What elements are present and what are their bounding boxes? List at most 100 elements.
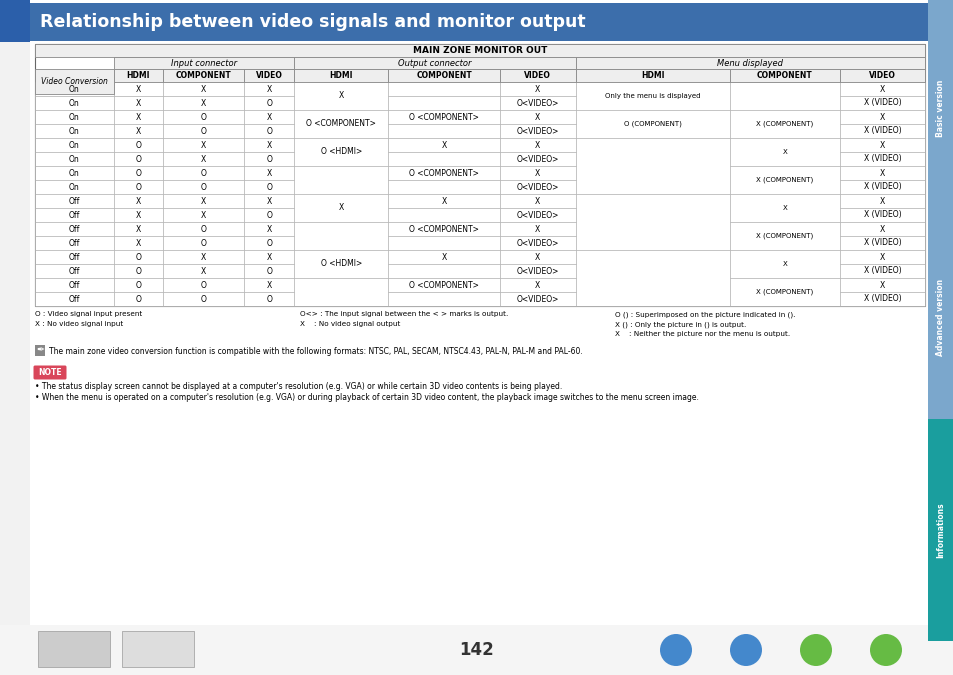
- Text: O: O: [266, 211, 272, 219]
- Text: O <HDMI>: O <HDMI>: [320, 259, 361, 269]
- Text: X    : No video signal output: X : No video signal output: [299, 321, 400, 327]
- Text: • The status display screen cannot be displayed at a computer's resolution (e.g.: • The status display screen cannot be di…: [35, 382, 561, 391]
- Text: The main zone video conversion function is compatible with the following formats: The main zone video conversion function …: [49, 347, 582, 356]
- Text: Off: Off: [69, 238, 80, 248]
- Bar: [30, 3, 927, 41]
- Bar: [244, 250, 294, 264]
- Bar: [244, 180, 294, 194]
- Bar: [244, 69, 294, 82]
- Bar: [35, 264, 113, 278]
- Bar: [499, 138, 575, 152]
- Bar: [163, 292, 244, 306]
- Bar: [113, 208, 163, 222]
- Bar: [839, 194, 924, 208]
- Bar: [294, 166, 388, 194]
- Bar: [113, 222, 163, 236]
- Bar: [35, 44, 924, 57]
- Bar: [729, 110, 839, 138]
- Text: HDMI: HDMI: [640, 71, 664, 80]
- Bar: [244, 264, 294, 278]
- Bar: [927, 418, 953, 641]
- Text: X: X: [535, 140, 539, 149]
- Text: X: X: [201, 267, 206, 275]
- Bar: [499, 208, 575, 222]
- Bar: [0, 0, 30, 42]
- Bar: [113, 292, 163, 306]
- Bar: [839, 180, 924, 194]
- Bar: [575, 194, 729, 250]
- Bar: [163, 124, 244, 138]
- Bar: [35, 124, 113, 138]
- Bar: [113, 236, 163, 250]
- Text: O: O: [266, 238, 272, 248]
- Bar: [244, 292, 294, 306]
- Text: Off: Off: [69, 281, 80, 290]
- Text: O: O: [201, 238, 207, 248]
- Bar: [294, 110, 388, 138]
- Bar: [499, 82, 575, 96]
- Text: X: X: [267, 113, 272, 122]
- Text: COMPONENT: COMPONENT: [757, 71, 812, 80]
- Bar: [244, 96, 294, 110]
- Text: X: X: [201, 99, 206, 107]
- Bar: [35, 250, 113, 264]
- Bar: [38, 631, 110, 667]
- Text: O: O: [266, 294, 272, 304]
- Text: VIDEO: VIDEO: [868, 71, 895, 80]
- Bar: [113, 166, 163, 180]
- Text: Off: Off: [69, 225, 80, 234]
- Text: Off: Off: [69, 294, 80, 304]
- Text: X: X: [267, 84, 272, 94]
- Bar: [729, 194, 839, 222]
- Text: O: O: [266, 182, 272, 192]
- Text: On: On: [69, 113, 79, 122]
- Text: X: X: [879, 252, 884, 261]
- Bar: [388, 250, 499, 264]
- Bar: [244, 194, 294, 208]
- Bar: [499, 110, 575, 124]
- Bar: [499, 222, 575, 236]
- Bar: [499, 69, 575, 82]
- Bar: [163, 110, 244, 124]
- Text: Output connector: Output connector: [397, 59, 471, 68]
- Text: O: O: [135, 155, 141, 163]
- Text: X: X: [267, 169, 272, 178]
- Bar: [294, 194, 388, 222]
- Text: O: O: [135, 140, 141, 149]
- Text: O<VIDEO>: O<VIDEO>: [516, 294, 558, 304]
- Bar: [294, 57, 575, 69]
- Text: O<> : The input signal between the < > marks is output.: O<> : The input signal between the < > m…: [299, 311, 508, 317]
- Text: X (COMPONENT): X (COMPONENT): [756, 177, 813, 183]
- Text: O (COMPONENT): O (COMPONENT): [623, 121, 681, 128]
- Bar: [35, 138, 113, 152]
- Text: X (VIDEO): X (VIDEO): [862, 182, 901, 192]
- Bar: [113, 278, 163, 292]
- Text: X: X: [135, 238, 141, 248]
- Text: Off: Off: [69, 252, 80, 261]
- Bar: [163, 96, 244, 110]
- Bar: [499, 250, 575, 264]
- Text: Off: Off: [69, 196, 80, 205]
- Circle shape: [729, 634, 761, 666]
- Text: O () : Superimposed on the picture indicated in ().: O () : Superimposed on the picture indic…: [615, 311, 795, 317]
- Text: X: X: [879, 281, 884, 290]
- Bar: [927, 216, 953, 418]
- Bar: [244, 236, 294, 250]
- Bar: [35, 82, 113, 96]
- Text: Relationship between video signals and monitor output: Relationship between video signals and m…: [40, 13, 585, 31]
- Text: X (VIDEO): X (VIDEO): [862, 267, 901, 275]
- Bar: [35, 222, 113, 236]
- Bar: [388, 236, 499, 250]
- Bar: [839, 222, 924, 236]
- Text: O<VIDEO>: O<VIDEO>: [516, 182, 558, 192]
- Text: X: X: [135, 225, 141, 234]
- Bar: [294, 69, 388, 82]
- Bar: [499, 264, 575, 278]
- Bar: [839, 278, 924, 292]
- Bar: [927, 0, 953, 216]
- Text: X: X: [135, 84, 141, 94]
- Text: Off: Off: [69, 211, 80, 219]
- Bar: [244, 166, 294, 180]
- Bar: [388, 222, 499, 236]
- Text: O <COMPONENT>: O <COMPONENT>: [409, 169, 478, 178]
